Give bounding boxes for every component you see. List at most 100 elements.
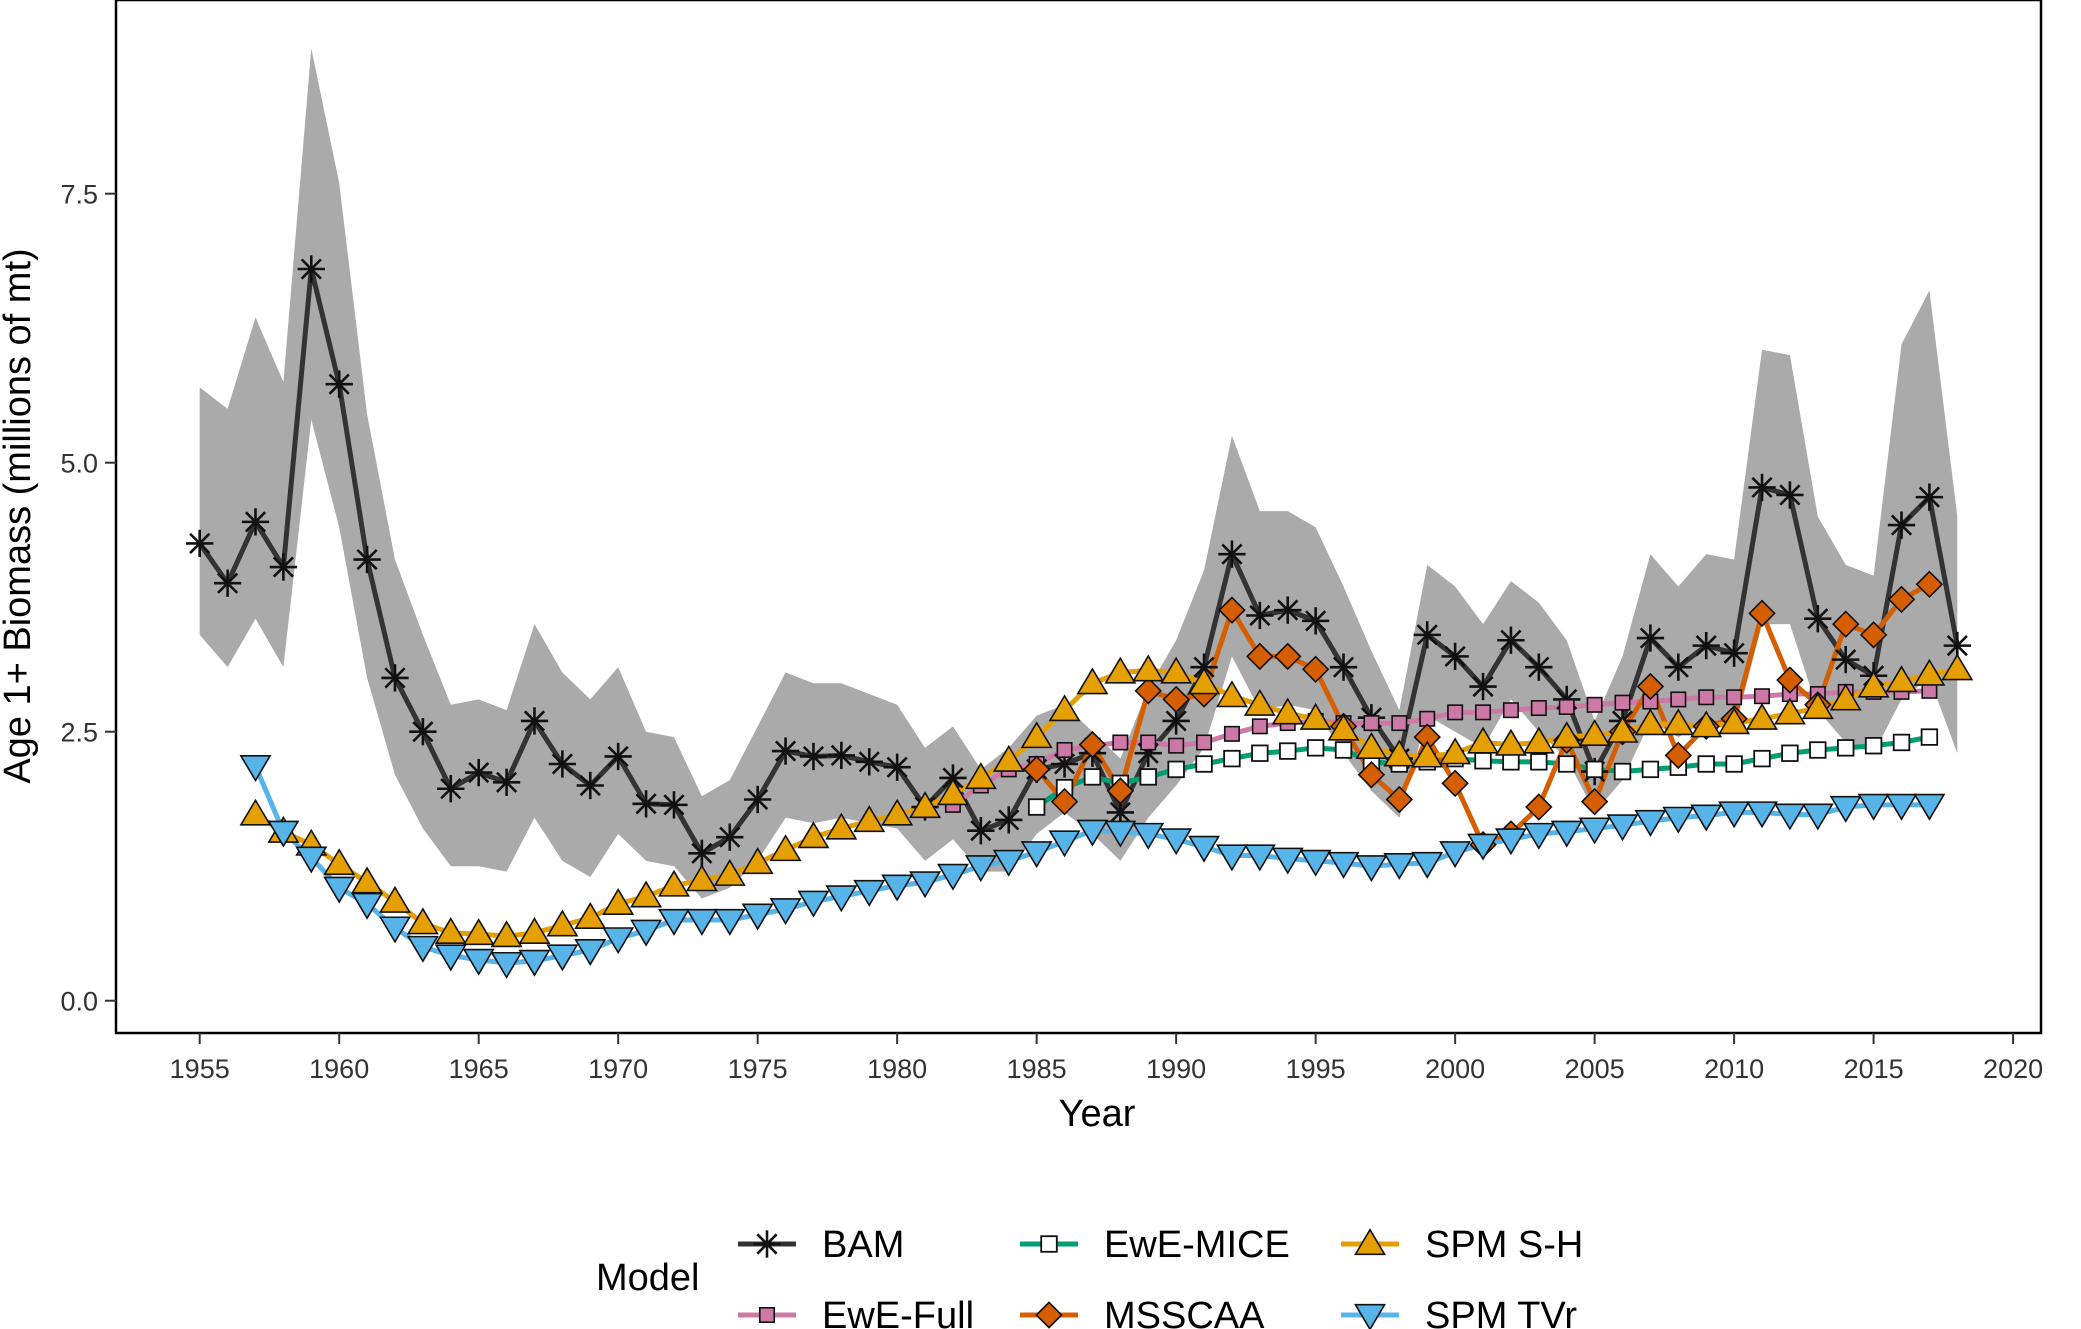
data-point-bam xyxy=(241,508,270,536)
data-point-ewe-full xyxy=(1112,734,1129,751)
data-point-spm-tvr xyxy=(630,919,663,947)
data-point-spm-s-h xyxy=(518,917,551,945)
data-point-spm-s-h xyxy=(1913,658,1946,686)
data-point-spm-tvr xyxy=(1522,822,1555,850)
data-point-ewe-mice xyxy=(1306,739,1325,757)
data-point-spm-tvr xyxy=(1857,793,1890,821)
data-point-ewe-full xyxy=(1223,725,1240,742)
data-point-spm-s-h xyxy=(546,909,579,937)
data-point-msscaa xyxy=(1525,793,1553,821)
y-axis-title: Age 1+ Biomass (millions of mt) xyxy=(0,248,39,783)
data-point-bam xyxy=(1329,653,1358,681)
data-point-spm-s-h xyxy=(434,917,467,945)
legend-title: Model xyxy=(596,1257,700,1299)
data-point-ewe-mice xyxy=(1223,749,1241,768)
data-point-spm-s-h xyxy=(1578,719,1611,747)
data-point-spm-s-h xyxy=(936,778,969,806)
data-point-ewe-full xyxy=(1475,704,1492,721)
data-point-bam xyxy=(548,750,577,778)
data-point-spm-tvr xyxy=(1801,803,1834,831)
data-point-spm-s-h xyxy=(1746,702,1779,730)
data-point-spm-tvr xyxy=(1494,828,1527,856)
data-point-ewe-mice xyxy=(1725,755,1743,773)
legend-item-ewe-full: EwE-Full xyxy=(738,1295,974,1329)
series-line-bam xyxy=(197,266,1960,856)
data-point-msscaa xyxy=(1106,777,1135,805)
data-point-msscaa xyxy=(1748,599,1776,628)
data-point-ewe-mice xyxy=(1613,762,1632,781)
data-point-spm-s-h xyxy=(1048,694,1081,722)
data-point-bam xyxy=(1274,596,1302,624)
data-point-spm-s-h xyxy=(1215,680,1248,708)
x-tick-label: 1970 xyxy=(588,1054,648,1084)
data-point-bam xyxy=(520,707,549,735)
data-point-spm-tvr xyxy=(992,849,1025,877)
data-point-ewe-full xyxy=(1502,702,1519,719)
legend-label: SPM TVr xyxy=(1425,1295,1577,1329)
data-point-ewe-full xyxy=(1530,700,1547,717)
data-point-bam xyxy=(716,823,744,851)
data-point-spm-s-h xyxy=(1020,721,1053,749)
data-point-spm-s-h xyxy=(630,880,663,908)
data-point-spm-tvr xyxy=(1634,809,1667,837)
data-point-spm-tvr xyxy=(1550,820,1583,848)
data-point-msscaa xyxy=(1218,596,1246,624)
data-point-msscaa xyxy=(1274,642,1302,671)
data-point-bam xyxy=(744,785,772,814)
data-point-spm-tvr xyxy=(1578,817,1611,845)
data-point-spm-s-h xyxy=(797,821,830,849)
series-markers-layer xyxy=(186,255,1974,979)
legend-key-marker xyxy=(1354,1303,1386,1329)
data-point-bam xyxy=(799,742,828,771)
data-point-ewe-mice xyxy=(1027,798,1046,816)
data-point-ewe-full xyxy=(1921,682,1938,699)
data-point-bam xyxy=(688,839,716,867)
data-point-spm-s-h xyxy=(1299,702,1332,730)
data-point-spm-tvr xyxy=(434,944,467,972)
data-point-spm-tvr xyxy=(1662,806,1695,834)
data-point-spm-tvr xyxy=(964,855,997,883)
data-point-spm-s-h xyxy=(1132,654,1165,682)
data-point-bam xyxy=(492,768,521,796)
data-point-bam xyxy=(213,569,242,597)
confidence-band-layer xyxy=(199,48,1958,899)
data-point-spm-s-h xyxy=(1885,665,1918,693)
data-point-bam xyxy=(437,775,465,803)
data-point-spm-tvr xyxy=(546,944,579,972)
data-point-spm-tvr xyxy=(797,890,830,918)
legend-key-marker xyxy=(1040,1235,1058,1253)
data-point-ewe-mice xyxy=(1864,736,1883,755)
data-point-ewe-full xyxy=(1168,737,1185,754)
data-point-bam xyxy=(297,255,325,283)
data-point-spm-s-h xyxy=(1857,670,1890,698)
data-point-spm-s-h xyxy=(1801,692,1834,720)
legend: Model BAM EwE-Full EwE-MICE MSSCAA SPM S-H SP… xyxy=(596,1224,1583,1329)
data-point-bam xyxy=(1776,481,1804,509)
data-point-ewe-full xyxy=(1670,691,1687,708)
data-point-bam xyxy=(1469,672,1497,701)
data-point-ewe-mice xyxy=(1920,728,1939,746)
data-point-spm-tvr xyxy=(462,948,495,976)
data-point-spm-tvr xyxy=(351,892,384,920)
data-point-ewe-mice xyxy=(1139,768,1157,786)
legend-item-spm-tvr: SPM TVr xyxy=(1341,1295,1577,1329)
y-axis: 0.0 2.5 5.0 7.5 xyxy=(60,180,116,1017)
data-point-ewe-mice xyxy=(1892,733,1911,752)
data-point-spm-s-h xyxy=(1243,688,1276,716)
data-point-spm-s-h xyxy=(1522,726,1555,754)
data-point-spm-tvr xyxy=(378,916,411,944)
data-point-spm-s-h xyxy=(769,834,802,862)
data-point-ewe-mice xyxy=(1251,744,1269,762)
data-point-msscaa xyxy=(1664,741,1693,770)
data-point-ewe-full xyxy=(1363,715,1380,732)
x-tick-label: 1955 xyxy=(170,1054,230,1084)
data-point-ewe-full xyxy=(1726,689,1743,706)
data-point-spm-s-h xyxy=(741,847,774,875)
legend-key-marker xyxy=(753,1230,781,1258)
data-point-msscaa xyxy=(1385,785,1414,814)
data-point-msscaa xyxy=(1887,585,1916,614)
data-point-spm-s-h xyxy=(1355,731,1388,759)
data-point-bam xyxy=(995,806,1023,834)
data-point-spm-s-h xyxy=(1941,653,1974,681)
legend-label: EwE-Full xyxy=(822,1295,974,1329)
